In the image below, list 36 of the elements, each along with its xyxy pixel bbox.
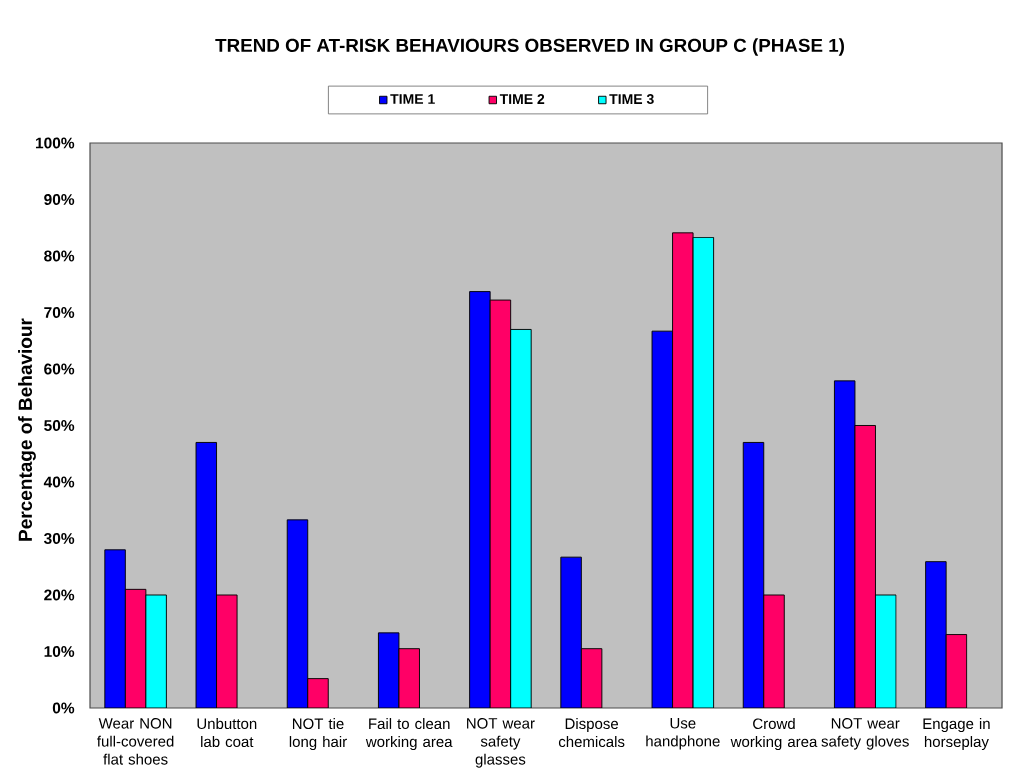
bar	[195, 441, 218, 708]
y-tick-label: 90%	[44, 194, 75, 205]
bar	[560, 556, 582, 708]
y-tick-label: 50%	[44, 420, 75, 431]
bar	[469, 291, 491, 708]
bar	[742, 441, 765, 708]
x-tick-label: Crowd working area	[730, 718, 818, 751]
bar	[651, 330, 674, 708]
legend-label: TIME 2	[499, 94, 545, 104]
y-tick-label: 80%	[44, 250, 75, 262]
x-tick-label: Dispose chemicals	[558, 718, 625, 748]
y-tick-label: 60%	[44, 363, 75, 375]
x-tick-label: NOT tie long hair	[289, 718, 347, 751]
chart-title: TREND OF AT-RISK BEHAVIOURS OBSERVED IN GROUP C (PHASE 1)	[215, 38, 844, 56]
x-tick-label: Wear NON full-covered flat shoes	[97, 718, 174, 765]
bar	[104, 549, 126, 708]
bar	[925, 561, 947, 708]
x-tick-label: Fail to clean working area	[365, 718, 453, 751]
y-tick-label: 70%	[44, 307, 75, 318]
y-tick-label: 0%	[52, 702, 75, 714]
y-tick-label: 40%	[43, 476, 75, 488]
x-tick-label: Unbutton lab coat	[197, 718, 257, 748]
bar	[377, 632, 400, 708]
x-tick-label: Engage in horseplay	[923, 718, 990, 751]
y-tick-label: 10%	[44, 646, 75, 657]
y-tick-label: 30%	[43, 533, 75, 544]
y-tick-label: 20%	[44, 589, 75, 601]
legend-label: TIME 1	[390, 94, 435, 104]
legend-label: TIME 3	[609, 94, 654, 105]
bar	[833, 380, 856, 708]
y-tick-label: 100%	[35, 137, 75, 149]
y-axis-title: Percentage of Behaviour	[18, 318, 36, 541]
x-tick-label: NOT wear safety glasses	[467, 718, 535, 768]
x-tick-label: NOT wear safety gloves	[821, 718, 909, 750]
bar	[286, 519, 309, 708]
x-tick-label: Use handphone	[646, 718, 720, 750]
